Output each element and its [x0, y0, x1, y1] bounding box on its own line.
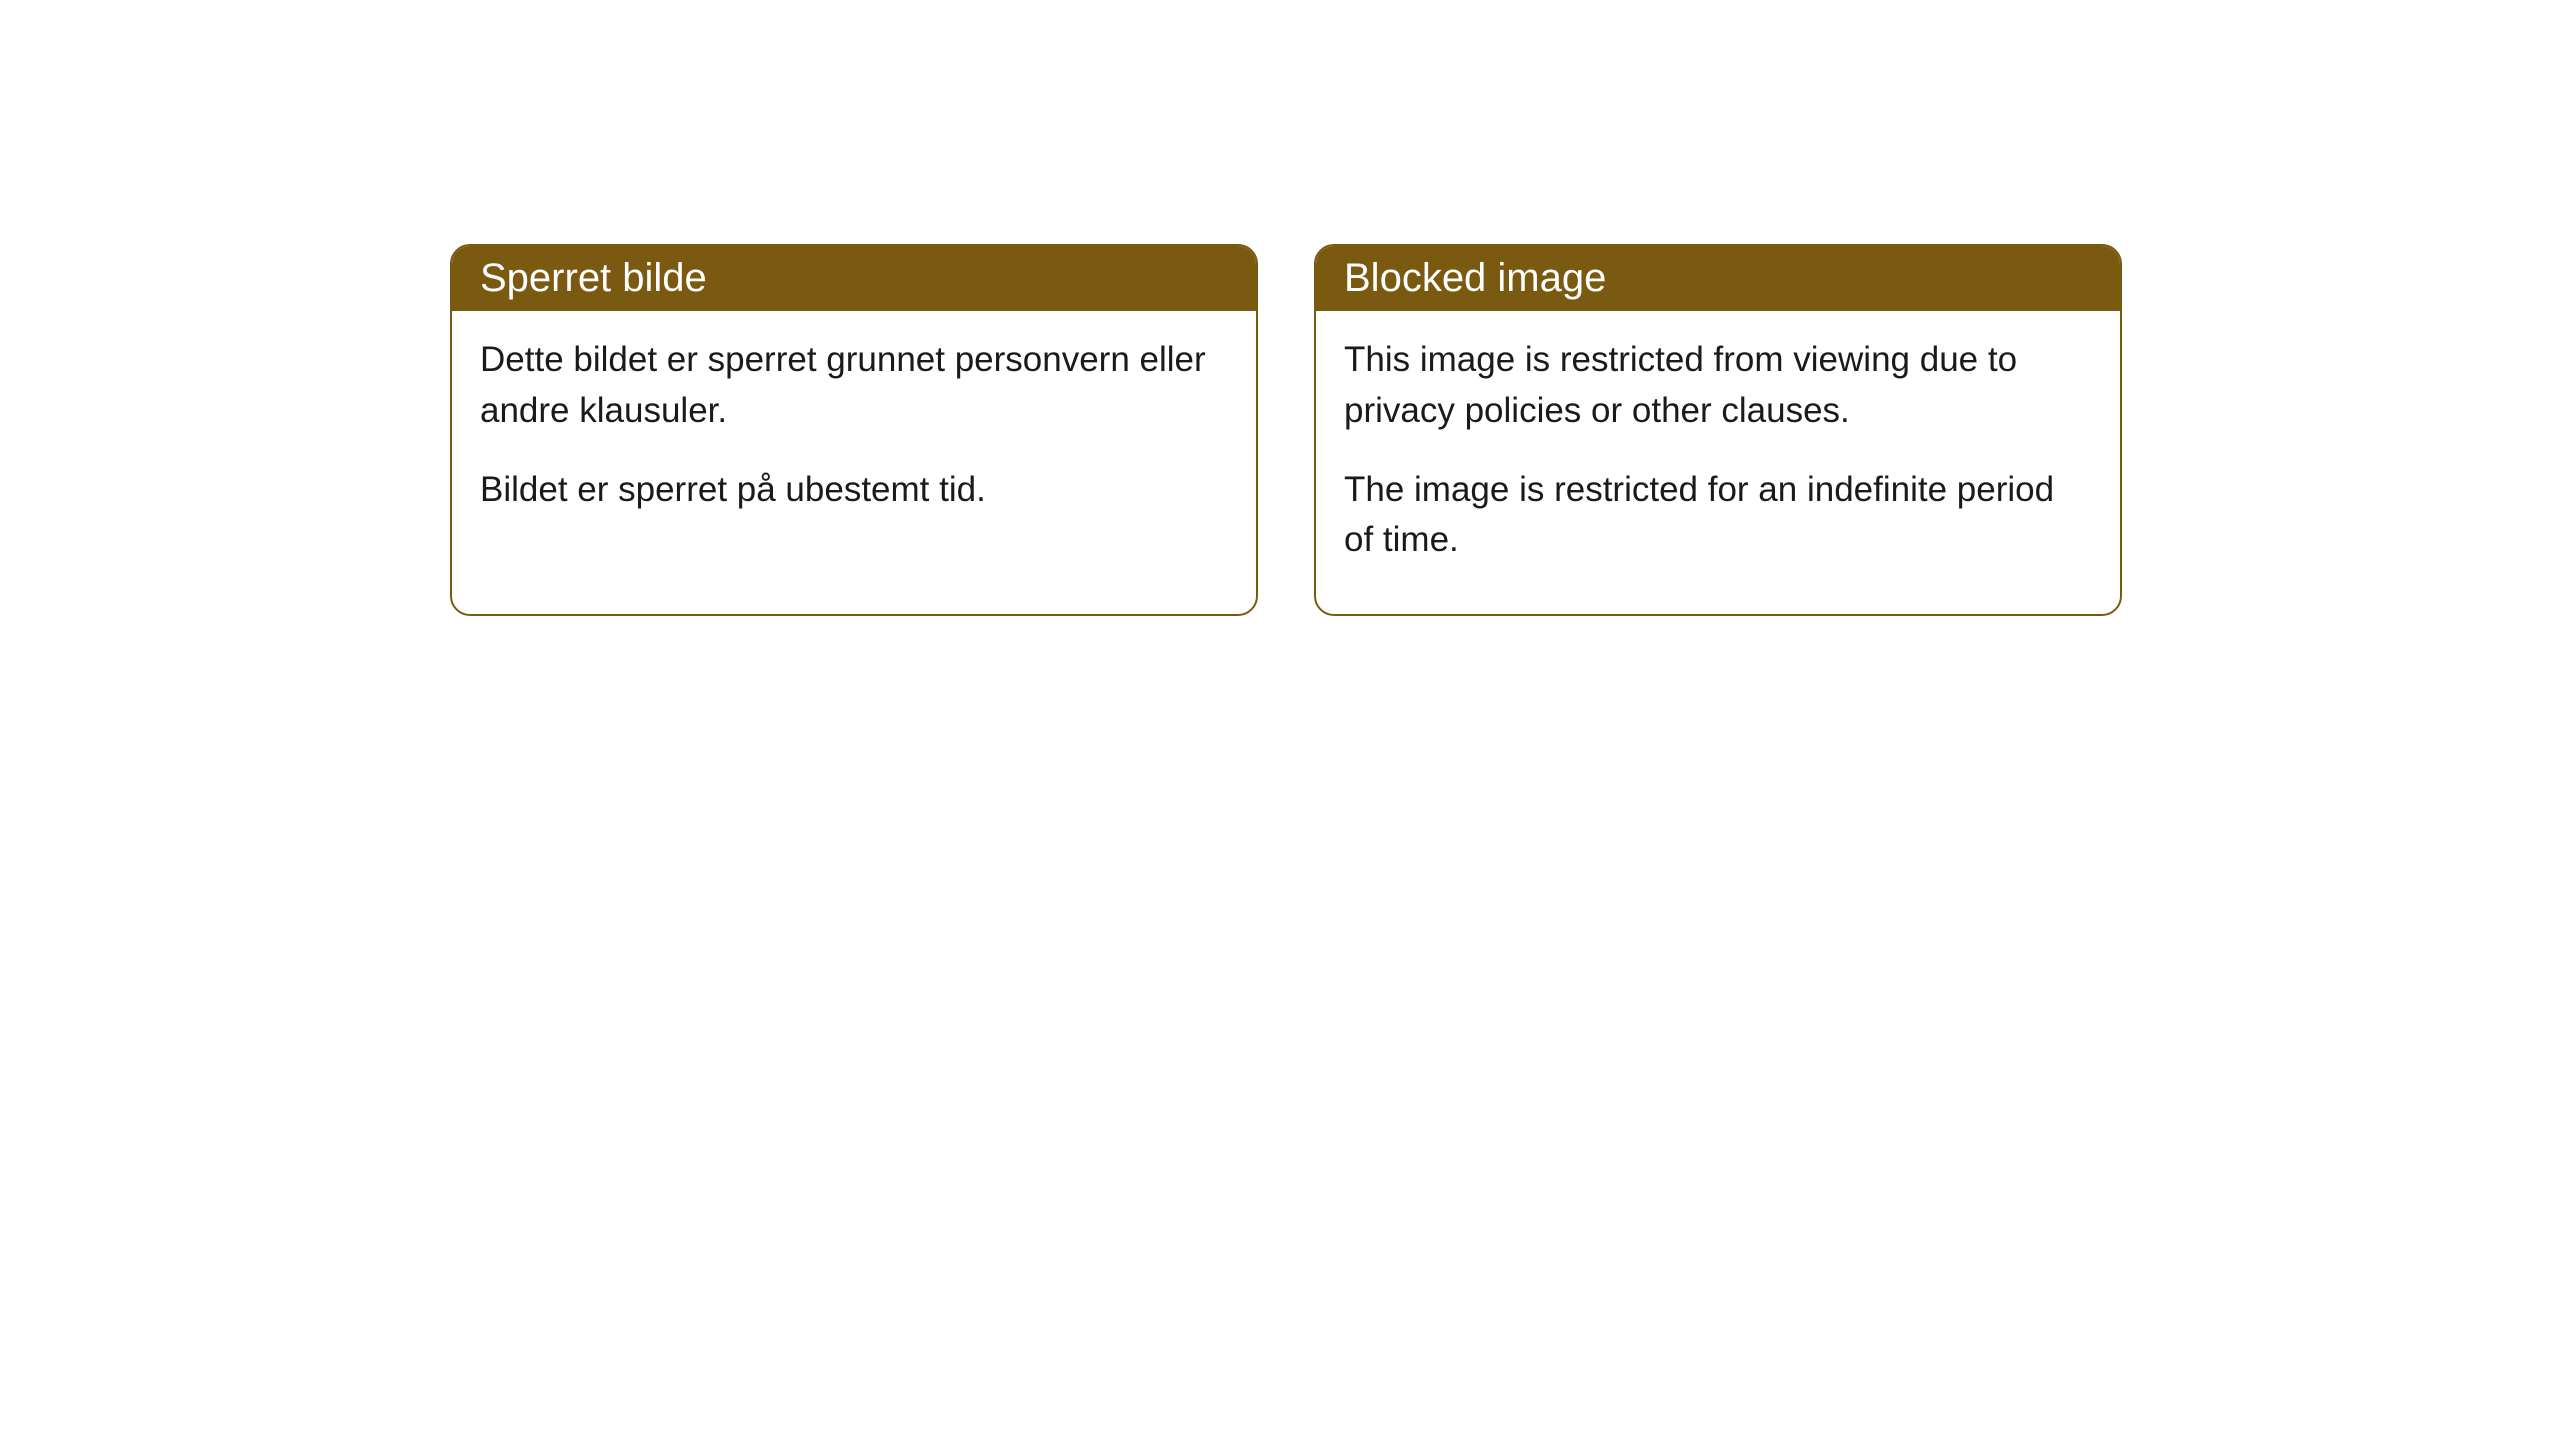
card-paragraph: The image is restricted for an indefinit…: [1344, 465, 2092, 567]
notice-card-norwegian: Sperret bilde Dette bildet er sperret gr…: [450, 244, 1258, 616]
card-paragraph: Bildet er sperret på ubestemt tid.: [480, 465, 1228, 516]
card-header: Sperret bilde: [452, 246, 1256, 311]
card-title: Sperret bilde: [480, 256, 707, 300]
card-paragraph: This image is restricted from viewing du…: [1344, 335, 2092, 437]
notice-card-english: Blocked image This image is restricted f…: [1314, 244, 2122, 616]
card-body: This image is restricted from viewing du…: [1316, 311, 2120, 614]
card-header: Blocked image: [1316, 246, 2120, 311]
card-paragraph: Dette bildet er sperret grunnet personve…: [480, 335, 1228, 437]
notice-cards-container: Sperret bilde Dette bildet er sperret gr…: [0, 0, 2560, 616]
card-title: Blocked image: [1344, 256, 1606, 300]
card-body: Dette bildet er sperret grunnet personve…: [452, 311, 1256, 563]
